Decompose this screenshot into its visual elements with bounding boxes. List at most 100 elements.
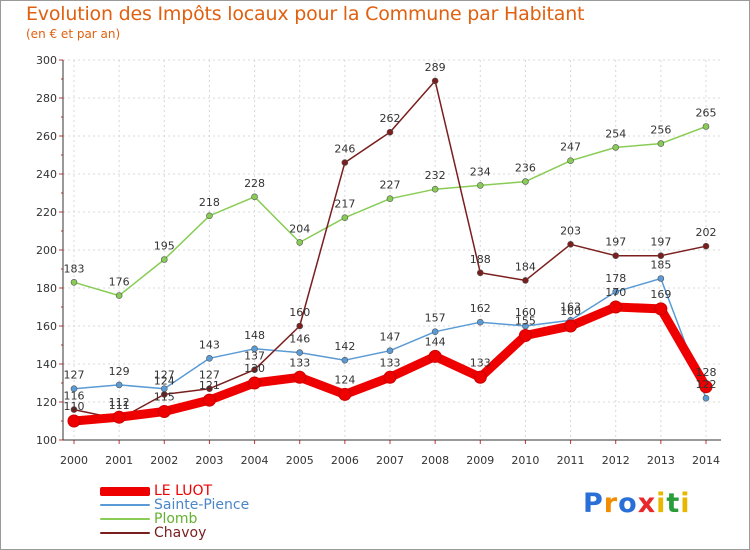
- data-label: 160: [515, 306, 536, 319]
- data-label: 185: [650, 259, 671, 272]
- data-label: 133: [470, 356, 491, 369]
- data-point: [70, 406, 78, 413]
- data-point: [431, 328, 439, 336]
- data-point: [567, 241, 574, 248]
- data-label: 162: [470, 302, 491, 315]
- legend-label: Chavoy: [154, 525, 207, 541]
- series-chavoy: [70, 77, 710, 423]
- data-point: [206, 354, 213, 362]
- data-point: [386, 128, 394, 136]
- data-point: [386, 195, 394, 202]
- data-point: [702, 394, 710, 402]
- y-tick-label: 260: [36, 130, 57, 143]
- legend-item-le-luot[interactable]: LE LUOT: [100, 484, 249, 498]
- data-labels: 183 176 195 218 228 204 217 227 232 234 236 247 254 2…: [64, 61, 717, 413]
- data-point: [518, 329, 532, 342]
- data-label: 122: [696, 378, 717, 391]
- data-label: 265: [696, 107, 717, 120]
- data-point: [251, 345, 258, 353]
- data-point: [702, 242, 710, 250]
- data-label: 127: [199, 369, 220, 382]
- data-label: 133: [289, 356, 310, 369]
- data-label: 130: [244, 362, 265, 375]
- x-tick-label: 2000: [60, 454, 88, 467]
- data-point: [657, 140, 665, 147]
- x-tick-label: 2001: [105, 454, 133, 467]
- data-label: 170: [605, 286, 626, 299]
- data-label: 195: [154, 240, 175, 253]
- legend-item-plomb[interactable]: Plomb: [100, 512, 249, 526]
- data-point: [476, 318, 484, 326]
- data-label: 111: [109, 399, 130, 412]
- data-point: [386, 347, 394, 355]
- legend-item-sainte-pience[interactable]: Sainte-Pience: [100, 498, 249, 512]
- y-tick-label: 280: [36, 92, 57, 105]
- data-point: [70, 278, 78, 286]
- data-point: [654, 302, 668, 316]
- data-label: 121: [199, 379, 220, 392]
- legend-swatch: [100, 532, 150, 534]
- data-label: 160: [560, 305, 581, 318]
- x-tick-label: 2002: [150, 454, 178, 467]
- data-label: 247: [560, 141, 581, 154]
- data-label: 146: [289, 333, 310, 346]
- data-point: [248, 376, 262, 390]
- data-point: [657, 252, 665, 259]
- logo-letter: r: [603, 488, 619, 519]
- data-label: 202: [696, 226, 717, 239]
- legend-item-chavoy[interactable]: Chavoy: [100, 526, 249, 540]
- data-label: 218: [199, 196, 220, 209]
- legend-swatch: [100, 504, 150, 506]
- data-label: 157: [425, 312, 446, 325]
- data-point: [157, 405, 171, 418]
- data-point: [567, 157, 574, 164]
- data-label: 197: [605, 236, 626, 249]
- data-label: 112: [109, 396, 130, 409]
- data-label: 148: [244, 329, 265, 342]
- legend: LE LUOT Sainte-Pience Plomb Chavoy: [100, 484, 249, 540]
- data-point: [160, 391, 168, 398]
- data-point: [428, 349, 442, 363]
- data-label: 127: [64, 369, 85, 382]
- data-point: [206, 212, 213, 220]
- data-point: [431, 185, 439, 193]
- data-point: [251, 366, 258, 374]
- data-label: 144: [425, 335, 446, 348]
- x-tick-label: 2006: [331, 454, 359, 467]
- data-label: 129: [109, 365, 130, 378]
- x-tick-label: 2007: [376, 454, 404, 467]
- data-label: 256: [650, 124, 671, 137]
- x-tick-label: 2004: [241, 454, 269, 467]
- legend-label: Sainte-Pience: [154, 497, 250, 513]
- data-label: 254: [605, 127, 626, 140]
- axes: 100 120 140 160 180 200 220 240 260 280 300 2000 200…: [36, 54, 721, 467]
- data-label: 197: [650, 236, 671, 249]
- data-point: [341, 159, 349, 166]
- logo-letter: i: [680, 488, 691, 519]
- data-point: [293, 370, 307, 384]
- legend-swatch: [100, 518, 150, 520]
- data-label: 246: [334, 143, 355, 156]
- y-tick-label: 300: [36, 54, 57, 67]
- data-label: 183: [64, 262, 85, 275]
- x-tick-label: 2005: [286, 454, 314, 467]
- data-point: [476, 269, 484, 277]
- data-label: 160: [289, 306, 310, 319]
- data-point: [476, 182, 484, 189]
- data-label: 228: [244, 177, 265, 190]
- data-point: [341, 214, 349, 221]
- data-point: [431, 77, 439, 85]
- data-point: [202, 393, 216, 407]
- data-point: [657, 275, 665, 282]
- data-label: 178: [605, 272, 626, 285]
- data-label: 110: [64, 400, 85, 413]
- data-point: [296, 322, 304, 330]
- data-point: [609, 300, 623, 314]
- y-tick-label: 240: [36, 168, 57, 181]
- y-tick-label: 200: [36, 244, 57, 257]
- data-label: 142: [334, 340, 355, 353]
- legend-swatch: [100, 486, 150, 496]
- logo-letter: P: [583, 488, 604, 519]
- data-label: 176: [109, 276, 130, 289]
- data-label: 137: [244, 350, 265, 363]
